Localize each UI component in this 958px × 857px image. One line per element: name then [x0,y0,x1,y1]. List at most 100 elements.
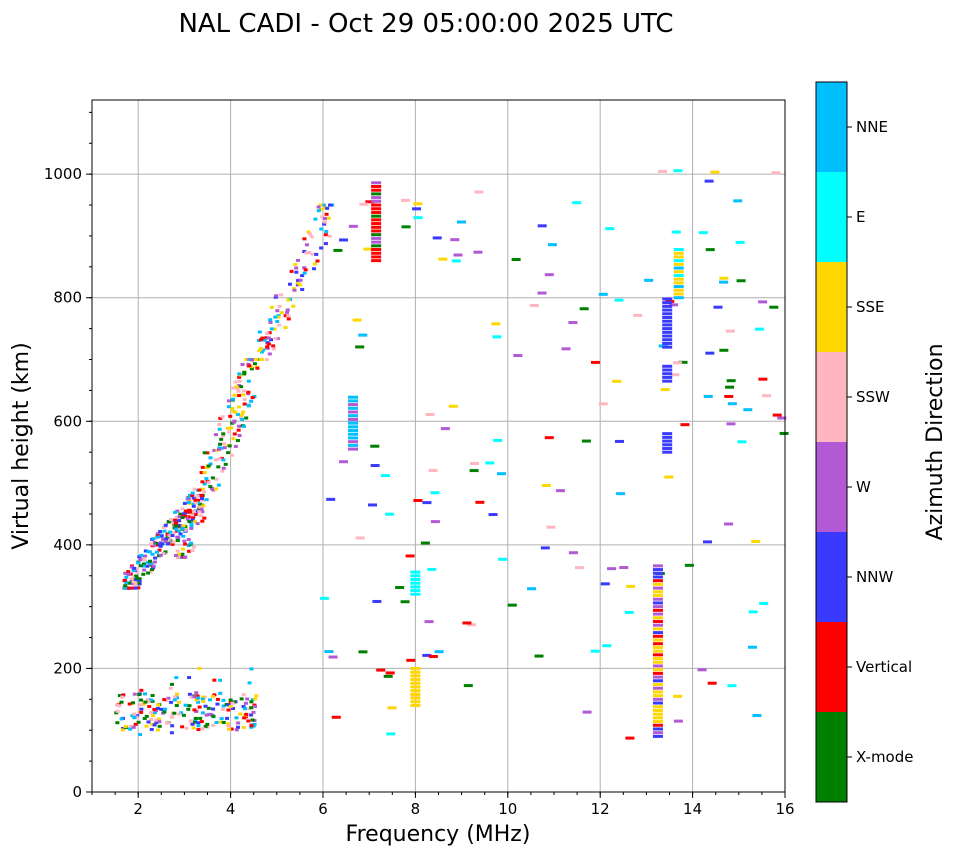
echo-mark [293,262,298,266]
echo-mark [176,700,181,704]
echo-mark [252,722,257,726]
echo-mark [273,337,278,341]
echo-mark [181,534,186,538]
echo-mark [239,413,244,417]
echo-mark [735,240,745,244]
echo-mark [275,309,280,313]
echo-mark [272,327,277,331]
echo-mark [230,407,235,411]
echo-mark [316,205,321,209]
echo-mark [260,336,265,340]
echo-mark [174,676,179,680]
echo-mark [258,347,263,351]
echo-mark [250,358,255,362]
echo-mark [197,502,202,506]
echo-mark [748,610,758,614]
echo-mark [127,702,132,706]
echo-mark [218,678,223,682]
echo-mark [246,390,251,394]
echo-mark [133,586,138,590]
echo-mark [302,237,307,241]
echo-mark [157,548,162,552]
echo-mark [120,695,125,699]
echo-mark [304,243,309,247]
echo-mark [226,724,231,728]
echo-mark [196,700,201,704]
echo-mark [371,229,382,233]
echo-mark [174,527,179,531]
echo-mark [142,702,147,706]
echo-mark [669,303,679,307]
echo-mark [306,230,311,234]
echo-mark [652,653,663,657]
echo-mark [196,498,201,502]
echo-mark [359,202,369,206]
echo-mark [371,185,382,188]
echo-mark [266,342,271,346]
echo-mark [652,627,663,631]
echo-mark [652,605,663,609]
echo-mark [322,206,327,210]
echo-mark [237,375,242,379]
echo-mark [698,231,708,235]
echo-mark [652,671,663,675]
echo-mark [348,403,359,407]
echo-mark [141,572,146,576]
echo-mark [652,642,663,646]
echo-mark [115,709,120,713]
echo-mark [200,480,205,484]
echo-mark [348,425,359,429]
echo-mark [196,696,201,700]
echo-mark [249,706,254,710]
echo-mark [206,713,211,717]
echo-mark [236,428,241,432]
echo-mark [187,704,192,708]
echo-mark [673,266,684,270]
echo-mark [582,710,592,714]
echo-mark [239,416,244,420]
echo-mark [427,567,437,571]
echo-mark [192,510,197,514]
echo-mark [191,496,196,500]
echo-mark [186,500,191,504]
echo-mark [138,564,143,568]
echo-mark [294,270,299,274]
echo-mark [265,331,270,335]
echo-mark [129,565,134,569]
colorbar-label: E [856,208,865,226]
echo-mark [146,571,151,575]
echo-mark [153,536,158,540]
echo-mark [253,704,258,708]
echo-mark [279,293,284,297]
echo-mark [719,348,729,352]
echo-mark [205,722,210,726]
echo-mark [211,695,216,699]
echo-mark [226,722,231,726]
echo-mark [139,710,144,714]
echo-mark [148,561,153,565]
echo-mark [507,603,517,607]
echo-mark [662,364,673,368]
echo-mark [493,438,503,442]
echo-mark [172,698,177,702]
echo-mark [302,250,307,254]
echo-mark [540,546,550,550]
echo-mark [175,549,180,553]
echo-marks [114,169,789,740]
echo-mark [197,488,202,492]
echo-mark [395,586,405,590]
echo-mark [529,303,539,307]
echo-mark [491,322,501,326]
echo-mark [212,448,217,452]
echo-mark [199,720,204,724]
echo-mark [166,696,171,700]
echo-mark [383,674,393,678]
echo-mark [117,694,122,698]
echo-mark [652,686,663,690]
echo-mark [221,434,226,438]
echo-mark [187,520,192,524]
echo-mark [194,494,199,498]
echo-mark [221,720,226,724]
echo-mark [316,209,321,213]
echo-mark [652,690,663,694]
